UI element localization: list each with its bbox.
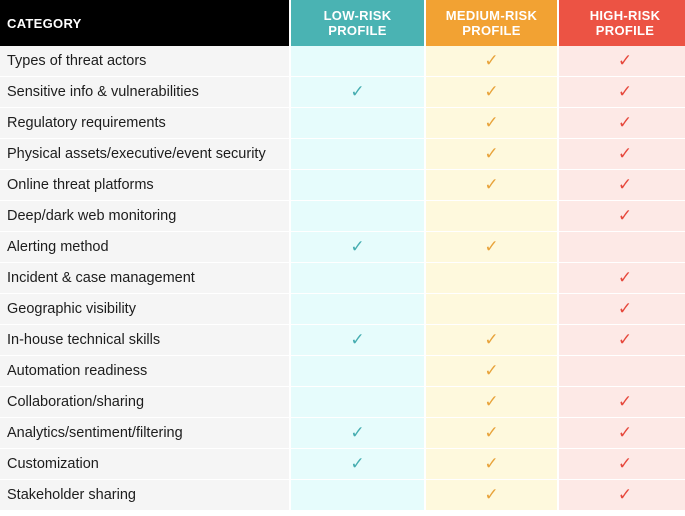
high-risk-cell: ✓ bbox=[559, 325, 685, 356]
medium-risk-cell: ✓ bbox=[426, 170, 557, 201]
check-icon: ✓ bbox=[617, 144, 633, 163]
check-icon: ✓ bbox=[617, 454, 633, 473]
check-icon: ✓ bbox=[617, 268, 633, 287]
high-risk-cell: ✓ bbox=[559, 108, 685, 139]
check-icon: ✓ bbox=[350, 82, 365, 101]
low-risk-cell bbox=[291, 46, 424, 77]
medium-risk-cell: ✓ bbox=[426, 77, 557, 108]
medium-risk-cell: ✓ bbox=[426, 356, 557, 387]
header-medium-risk-profile: MEDIUM-RISK PROFILE bbox=[426, 0, 557, 46]
check-icon: ✓ bbox=[617, 392, 633, 411]
high-risk-cell: ✓ bbox=[559, 387, 685, 418]
category-cell: Regulatory requirements bbox=[0, 108, 289, 139]
check-icon: ✓ bbox=[484, 144, 499, 163]
category-cell: Automation readiness bbox=[0, 356, 289, 387]
low-risk-cell bbox=[291, 480, 424, 511]
medium-risk-cell: ✓ bbox=[426, 325, 557, 356]
high-risk-cell: ✓ bbox=[559, 170, 685, 201]
low-risk-cell: ✓ bbox=[291, 77, 424, 108]
high-risk-cell: ✓ bbox=[559, 480, 685, 511]
check-icon: ✓ bbox=[617, 423, 633, 442]
header-category: CATEGORY bbox=[0, 0, 289, 46]
low-risk-cell bbox=[291, 356, 424, 387]
medium-risk-cell: ✓ bbox=[426, 108, 557, 139]
check-icon: ✓ bbox=[350, 330, 365, 349]
category-cell: Analytics/sentiment/filtering bbox=[0, 418, 289, 449]
low-risk-cell bbox=[291, 108, 424, 139]
high-risk-cell bbox=[559, 356, 685, 387]
medium-risk-cell: ✓ bbox=[426, 46, 557, 77]
high-risk-cell: ✓ bbox=[559, 263, 685, 294]
low-risk-cell bbox=[291, 170, 424, 201]
low-risk-cell bbox=[291, 387, 424, 418]
category-cell: Online threat platforms bbox=[0, 170, 289, 201]
check-icon: ✓ bbox=[484, 361, 499, 380]
high-risk-cell bbox=[559, 232, 685, 263]
low-risk-cell: ✓ bbox=[291, 232, 424, 263]
low-risk-cell bbox=[291, 139, 424, 170]
check-icon: ✓ bbox=[617, 51, 633, 70]
medium-risk-cell bbox=[426, 263, 557, 294]
check-icon: ✓ bbox=[350, 237, 365, 256]
check-icon: ✓ bbox=[350, 423, 365, 442]
low-risk-cell: ✓ bbox=[291, 418, 424, 449]
category-cell: Sensitive info & vulnerabilities bbox=[0, 77, 289, 108]
medium-risk-cell bbox=[426, 294, 557, 325]
category-cell: Collaboration/sharing bbox=[0, 387, 289, 418]
low-risk-cell: ✓ bbox=[291, 325, 424, 356]
high-risk-cell: ✓ bbox=[559, 77, 685, 108]
category-cell: Stakeholder sharing bbox=[0, 480, 289, 511]
high-risk-cell: ✓ bbox=[559, 449, 685, 480]
check-icon: ✓ bbox=[617, 113, 633, 132]
check-icon: ✓ bbox=[484, 392, 499, 411]
category-cell: Incident & case management bbox=[0, 263, 289, 294]
medium-risk-cell: ✓ bbox=[426, 139, 557, 170]
check-icon: ✓ bbox=[617, 206, 633, 225]
check-icon: ✓ bbox=[484, 51, 499, 70]
header-low-risk-profile: LOW-RISK PROFILE bbox=[291, 0, 424, 46]
category-cell: Deep/dark web monitoring bbox=[0, 201, 289, 232]
header-high-risk-profile: HIGH-RISK PROFILE bbox=[559, 0, 685, 46]
check-icon: ✓ bbox=[484, 113, 499, 132]
high-risk-cell: ✓ bbox=[559, 201, 685, 232]
check-icon: ✓ bbox=[617, 485, 633, 504]
category-cell: Alerting method bbox=[0, 232, 289, 263]
check-icon: ✓ bbox=[617, 299, 633, 318]
high-risk-cell: ✓ bbox=[559, 294, 685, 325]
check-icon: ✓ bbox=[484, 82, 499, 101]
medium-risk-cell: ✓ bbox=[426, 449, 557, 480]
high-risk-cell: ✓ bbox=[559, 46, 685, 77]
check-icon: ✓ bbox=[617, 82, 633, 101]
medium-risk-cell: ✓ bbox=[426, 232, 557, 263]
check-icon: ✓ bbox=[617, 330, 633, 349]
category-cell: Physical assets/executive/event security bbox=[0, 139, 289, 170]
check-icon: ✓ bbox=[484, 175, 499, 194]
check-icon: ✓ bbox=[484, 485, 499, 504]
check-icon: ✓ bbox=[484, 330, 499, 349]
category-cell: Geographic visibility bbox=[0, 294, 289, 325]
check-icon: ✓ bbox=[617, 175, 633, 194]
medium-risk-cell: ✓ bbox=[426, 418, 557, 449]
low-risk-cell bbox=[291, 201, 424, 232]
category-cell: Types of threat actors bbox=[0, 46, 289, 77]
low-risk-cell bbox=[291, 294, 424, 325]
category-cell: Customization bbox=[0, 449, 289, 480]
check-icon: ✓ bbox=[350, 454, 365, 473]
medium-risk-cell bbox=[426, 201, 557, 232]
high-risk-cell: ✓ bbox=[559, 418, 685, 449]
medium-risk-cell: ✓ bbox=[426, 480, 557, 511]
low-risk-cell bbox=[291, 263, 424, 294]
check-icon: ✓ bbox=[484, 237, 499, 256]
high-risk-cell: ✓ bbox=[559, 139, 685, 170]
check-icon: ✓ bbox=[484, 454, 499, 473]
check-icon: ✓ bbox=[484, 423, 499, 442]
category-cell: In-house technical skills bbox=[0, 325, 289, 356]
low-risk-cell: ✓ bbox=[291, 449, 424, 480]
medium-risk-cell: ✓ bbox=[426, 387, 557, 418]
